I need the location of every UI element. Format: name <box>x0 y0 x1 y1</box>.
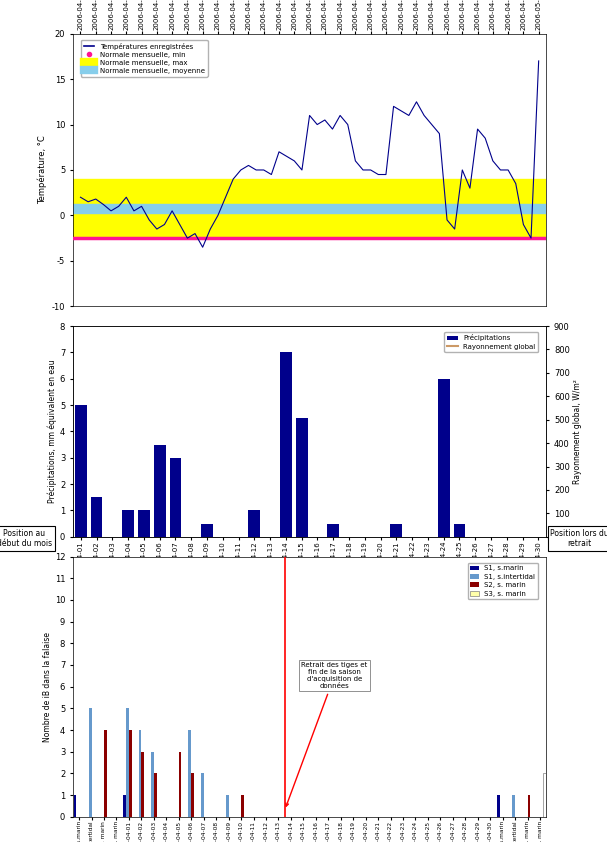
Bar <box>201 524 213 536</box>
Bar <box>126 708 129 817</box>
Bar <box>191 773 194 817</box>
Bar <box>169 458 181 536</box>
Bar <box>512 795 515 817</box>
Legend: S1, s.marin, S1, s.intertidal, S2, s. marin, S3, s. marin: S1, s.marin, S1, s.intertidal, S2, s. ma… <box>467 562 538 600</box>
Y-axis label: Nombre de iB dans la falaise: Nombre de iB dans la falaise <box>43 632 52 742</box>
Bar <box>188 730 191 817</box>
Bar <box>390 524 402 536</box>
Bar <box>151 752 154 817</box>
Bar <box>73 179 546 238</box>
Bar <box>453 524 466 536</box>
Bar <box>104 730 107 817</box>
Bar <box>497 795 500 817</box>
Bar <box>154 445 166 536</box>
Bar <box>138 510 150 536</box>
Bar <box>527 795 531 817</box>
Bar <box>154 773 157 817</box>
Bar <box>122 510 134 536</box>
Bar <box>141 752 144 817</box>
Text: Retrait des tiges et
fin de la saison
d'acquisition de
données: Retrait des tiges et fin de la saison d'… <box>286 663 368 806</box>
Legend: Températures enregistrées, Normale mensuelle, min, Normale mensuelle, max, Norma: Températures enregistrées, Normale mensu… <box>81 40 208 77</box>
Text: Position lors du
retrait: Position lors du retrait <box>551 529 607 548</box>
Bar <box>73 204 546 213</box>
Bar <box>438 379 450 536</box>
Bar <box>138 730 141 817</box>
Bar <box>123 795 126 817</box>
Bar <box>178 752 181 817</box>
Y-axis label: Précipitations, mm équivalent en eau: Précipitations, mm équivalent en eau <box>47 360 57 504</box>
Y-axis label: Température, °C: Température, °C <box>38 136 47 205</box>
Legend: Précipitations, Rayonnement global: Précipitations, Rayonnement global <box>444 332 538 352</box>
Bar <box>89 708 92 817</box>
Bar <box>226 795 229 817</box>
Bar <box>75 405 87 536</box>
Bar <box>248 510 260 536</box>
Bar <box>241 795 244 817</box>
Bar <box>201 773 204 817</box>
Text: Position au
début du mois: Position au début du mois <box>0 529 52 548</box>
Y-axis label: Rayonnement global, W/m²: Rayonnement global, W/m² <box>572 379 582 484</box>
Bar <box>296 418 308 536</box>
Bar <box>543 773 546 817</box>
Bar <box>90 498 103 536</box>
Bar <box>327 524 339 536</box>
Bar <box>129 730 132 817</box>
Bar <box>73 795 76 817</box>
Bar <box>280 353 292 536</box>
